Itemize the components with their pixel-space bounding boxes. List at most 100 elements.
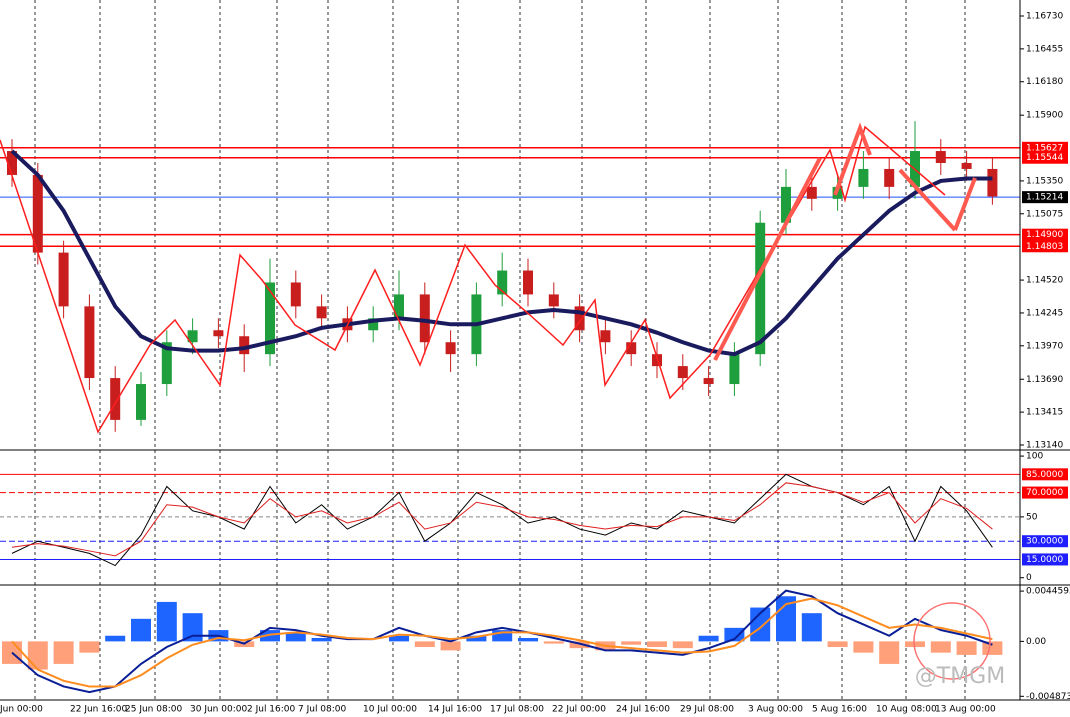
histogram-bar (569, 641, 590, 649)
histogram-bar (27, 641, 48, 670)
y-tick-label: 1.15627 (1026, 143, 1063, 153)
y-tick-label: 1.15350 (1026, 176, 1063, 186)
candle-body (7, 151, 17, 175)
level-label-box (1022, 228, 1068, 241)
histogram-bar (492, 630, 513, 642)
y-tick-label: 1.14245 (1026, 308, 1063, 318)
histogram-bar (672, 641, 693, 649)
candle-body (419, 294, 430, 343)
y-tick-label: 1.13690 (1026, 375, 1063, 385)
level-label-box (1022, 151, 1068, 164)
y-tick-label: 100 (1026, 452, 1043, 462)
histogram-bar (285, 632, 306, 642)
histogram-bar (827, 641, 848, 648)
y-tick-label: 0.0044593 (1026, 587, 1070, 597)
candle-body (523, 270, 533, 295)
grid (34, 0, 966, 700)
level-label-box (1022, 240, 1068, 253)
candle-body (858, 168, 869, 187)
watermark: @TMGM (915, 664, 1005, 689)
histogram-bar (389, 635, 409, 642)
zigzag (0, 122, 977, 434)
level-label-box (1022, 191, 1068, 204)
y-tick-label: 1.16455 (1026, 44, 1063, 54)
candle-body (677, 366, 688, 379)
candle-body (290, 282, 301, 307)
candle-body (755, 222, 766, 355)
candle-body (368, 318, 379, 331)
x-tick-label: 25 Jun 08:00 (125, 705, 182, 715)
x-tick-label: 24 Jul 16:00 (616, 705, 670, 715)
histogram-bar (543, 641, 564, 644)
y-tick-label: 1.13140 (1026, 440, 1063, 450)
series-line (11, 482, 993, 557)
histogram-bar (131, 618, 151, 642)
level-label-box (1022, 486, 1068, 499)
x-tick-label: 30 Jun 00:00 (190, 705, 247, 715)
histogram-bar (801, 613, 822, 642)
level-label-box (1022, 468, 1068, 481)
y-tick-label: 1.15544 (1026, 153, 1063, 163)
histogram-bar (647, 641, 667, 648)
histogram-bar (724, 627, 745, 642)
histogram-bar (621, 641, 642, 645)
histogram-bar (414, 641, 435, 648)
candle-body (600, 330, 611, 343)
y-tick-label: 1.14803 (1026, 242, 1063, 252)
histogram-bar (79, 641, 100, 653)
histogram-bar (956, 641, 977, 655)
y-tick-label: 1.14520 (1026, 276, 1063, 286)
x-tick-label: 10 Aug 08:00 (876, 705, 937, 715)
x-tick-label: 22 Jul 00:00 (552, 705, 606, 715)
candle-body (961, 162, 972, 169)
candle-body (110, 378, 121, 420)
series-line (11, 589, 993, 694)
y-tick-label: 15.0000 (1026, 555, 1063, 565)
candle-body (136, 384, 146, 420)
histogram-bar (930, 641, 951, 653)
candle-body (445, 342, 456, 355)
candle-body (729, 354, 740, 385)
x-tick-label: 14 Jul 16:00 (428, 705, 482, 715)
series-line (10, 149, 993, 357)
y-tick-label: 50 (1026, 512, 1038, 522)
candle-body (987, 168, 998, 197)
histogram-bar (105, 635, 126, 642)
histogram-bar (440, 641, 461, 651)
y-tick-label: 1.16730 (1026, 12, 1063, 22)
candle-body (239, 336, 250, 355)
level-label-box (1022, 141, 1068, 154)
y-tick-label: 1.13415 (1026, 408, 1063, 418)
candle-body (316, 306, 327, 319)
y-tick-label: 1.16180 (1026, 77, 1063, 87)
y-tick-label: 1.13970 (1026, 341, 1063, 351)
candle-body (548, 294, 559, 307)
x-tick-label: 10 Jul 00:00 (363, 705, 417, 715)
candle-body (84, 306, 95, 379)
histogram-bar (466, 635, 487, 642)
y-tick-label: 0 (1026, 573, 1032, 583)
x-tick-label: 22 Jun 16:00 (70, 705, 127, 715)
level-label-box (1022, 553, 1068, 566)
candle-body (574, 306, 585, 331)
y-tick-label: 70.0000 (1026, 488, 1063, 498)
histogram-bar (518, 637, 538, 642)
histogram-bar (53, 641, 74, 664)
y-tick-label: 1.15900 (1026, 111, 1063, 121)
histogram-bar (182, 613, 203, 642)
x-tick-label: 2 Jul 16:00 (247, 705, 296, 715)
histogram-bar (311, 637, 332, 642)
histogram-bar (698, 635, 719, 642)
x-tick-label: Jun 00:00 (0, 705, 43, 715)
x-tick-label: 5 Aug 16:00 (812, 705, 867, 715)
highlight-circle (913, 602, 991, 680)
candle-body (884, 168, 895, 187)
candle-body (935, 151, 946, 163)
candle-body (58, 252, 69, 307)
candle-body (703, 378, 714, 385)
y-tick-label: 1.15075 (1026, 209, 1063, 219)
y-tick-label: -0.004873 (1026, 692, 1070, 702)
x-tick-label: 13 Aug 00:00 (935, 705, 996, 715)
histogram-bar (982, 641, 1003, 655)
